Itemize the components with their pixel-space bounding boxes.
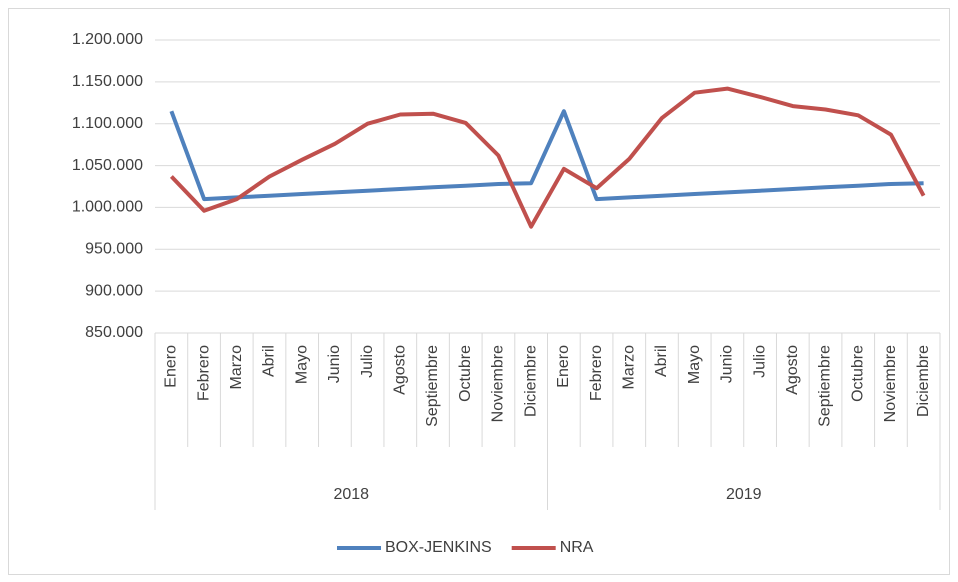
x-tick-label: Abril: [653, 345, 670, 377]
x-tick-label: Marzo: [228, 345, 245, 390]
y-tick-label: 1.100.000: [72, 115, 143, 132]
x-tick-label: Mayo: [293, 345, 310, 384]
x-tick-label: Junio: [719, 345, 736, 383]
y-tick-label: 900.000: [85, 282, 143, 299]
y-tick-label: 950.000: [85, 241, 143, 258]
x-tick-label: Agosto: [392, 345, 409, 395]
x-tick-label: Mayo: [686, 345, 703, 384]
x-tick-label: Enero: [555, 345, 572, 388]
x-tick-label: Enero: [163, 345, 180, 388]
y-tick-label: 1.000.000: [72, 199, 143, 216]
x-tick-label: Abril: [261, 345, 278, 377]
y-tick-label: 1.050.000: [72, 157, 143, 174]
x-tick-label: Febrero: [588, 345, 605, 401]
x-tick-label: Marzo: [620, 345, 637, 390]
series-line: [169, 86, 926, 229]
x-tick-label: Agosto: [784, 345, 801, 395]
x-tick-label: Diciembre: [522, 345, 539, 417]
y-tick-label: 1.150.000: [72, 73, 143, 90]
y-tick-label: 850.000: [85, 324, 143, 341]
x-tick-label: Octubre: [849, 345, 866, 402]
x-tick-label: Julio: [359, 345, 376, 378]
x-tick-label: Noviembre: [490, 345, 507, 422]
x-tick-label: Septiembre: [424, 345, 441, 427]
series-line: [169, 109, 924, 202]
group-label: 2019: [726, 486, 762, 503]
y-tick-label: 1.200.000: [72, 31, 143, 48]
legend-label: NRA: [560, 539, 594, 556]
x-tick-label: Septiembre: [817, 345, 834, 427]
x-tick-label: Julio: [751, 345, 768, 378]
x-tick-label: Diciembre: [915, 345, 932, 417]
legend-label: BOX-JENKINS: [385, 539, 492, 556]
x-tick-label: Noviembre: [882, 345, 899, 422]
x-tick-label: Octubre: [457, 345, 474, 402]
x-tick-label: Febrero: [195, 345, 212, 401]
group-label: 2018: [333, 486, 369, 503]
x-tick-label: Junio: [326, 345, 343, 383]
